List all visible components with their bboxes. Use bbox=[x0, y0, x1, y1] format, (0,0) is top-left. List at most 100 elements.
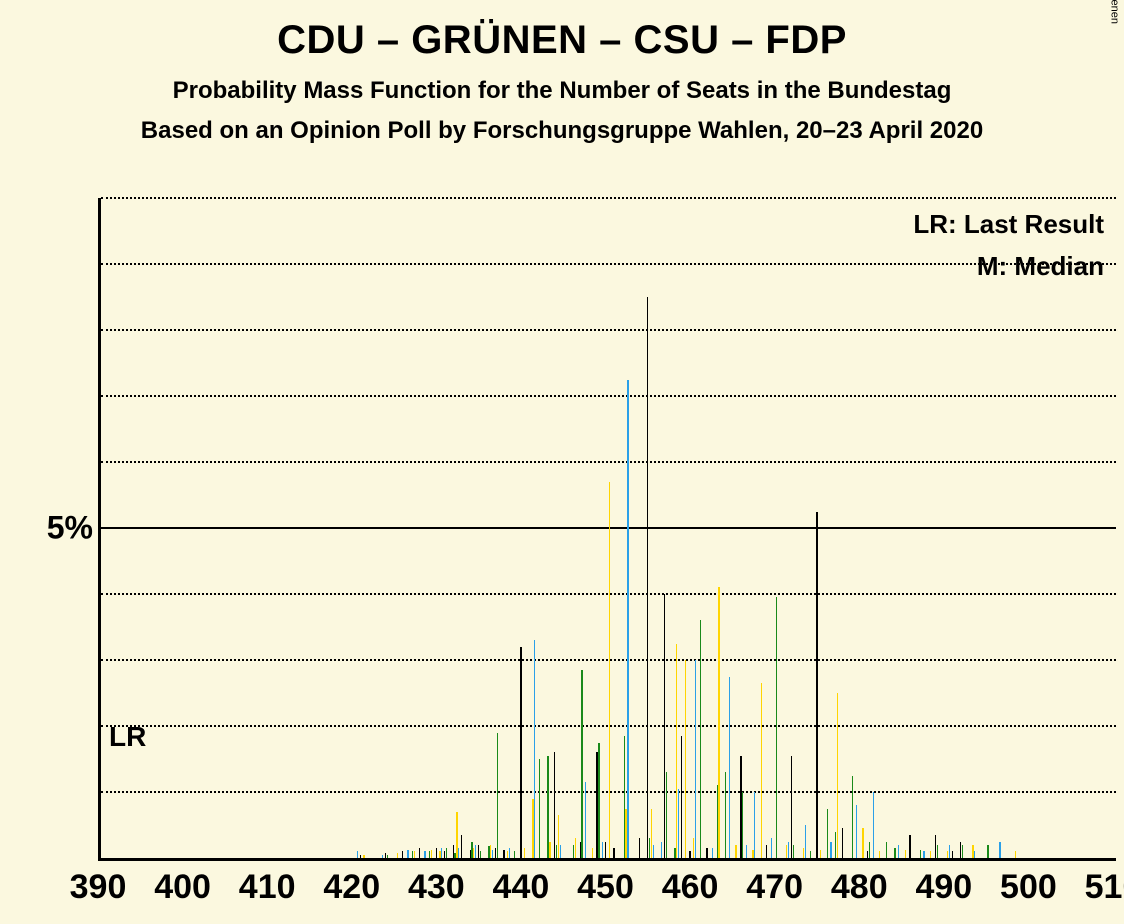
bar-black bbox=[842, 828, 843, 858]
bar-black bbox=[647, 297, 648, 858]
bar-green bbox=[852, 776, 853, 859]
bar-blue bbox=[923, 851, 924, 858]
bar-blue bbox=[560, 845, 561, 858]
bar-yellow bbox=[397, 853, 398, 858]
bar-green bbox=[581, 670, 582, 858]
bar-yellow bbox=[414, 851, 415, 858]
bar-black bbox=[520, 647, 521, 858]
chart-container: LR: Last Result M: Median LR 5% 390 400 41… bbox=[28, 198, 1118, 924]
bar-black bbox=[639, 838, 640, 858]
bar-yellow bbox=[1015, 851, 1016, 858]
bar-green bbox=[742, 792, 743, 858]
bar-green bbox=[810, 851, 811, 858]
x-axis-tick-label: 450 bbox=[577, 868, 634, 907]
bar-black bbox=[605, 842, 606, 859]
bar-green bbox=[514, 851, 515, 858]
bar-yellow bbox=[549, 842, 550, 859]
bar-green bbox=[827, 809, 828, 859]
bar-blue bbox=[746, 845, 747, 858]
bar-black bbox=[766, 845, 767, 858]
bar-blue bbox=[534, 640, 535, 858]
bar-black bbox=[360, 855, 361, 858]
bar-yellow bbox=[718, 587, 719, 858]
bar-black bbox=[706, 848, 707, 858]
bar-yellow bbox=[837, 693, 838, 858]
bar-black bbox=[952, 851, 953, 858]
bars-layer bbox=[101, 198, 1116, 858]
bar-blue bbox=[627, 380, 628, 859]
bar-blue bbox=[492, 850, 493, 858]
bar-yellow bbox=[524, 848, 525, 858]
bar-blue bbox=[898, 845, 899, 858]
bar-blue bbox=[805, 825, 806, 858]
bar-yellow bbox=[685, 660, 686, 858]
bar-black bbox=[402, 851, 403, 858]
bar-blue bbox=[771, 838, 772, 858]
bar-green bbox=[497, 733, 498, 858]
x-axis-tick-label: 490 bbox=[915, 868, 972, 907]
x-axis-tick-label: 430 bbox=[408, 868, 465, 907]
bar-green bbox=[920, 850, 921, 858]
bar-green bbox=[480, 851, 481, 858]
bar-black bbox=[503, 850, 504, 858]
bar-black bbox=[791, 756, 792, 858]
bar-green bbox=[387, 855, 388, 858]
bar-blue bbox=[424, 851, 425, 858]
bar-blue bbox=[458, 848, 459, 858]
bar-yellow bbox=[431, 850, 432, 858]
bar-blue bbox=[712, 848, 713, 858]
bar-yellow bbox=[735, 845, 736, 858]
bar-blue bbox=[949, 845, 950, 858]
bar-yellow bbox=[575, 838, 576, 858]
bar-blue bbox=[678, 789, 679, 858]
bar-blue bbox=[754, 792, 755, 858]
bar-black bbox=[419, 848, 420, 858]
bar-green bbox=[539, 759, 540, 858]
bar-yellow bbox=[761, 683, 762, 858]
bar-green bbox=[987, 845, 988, 858]
bar-yellow bbox=[363, 855, 364, 858]
bar-blue bbox=[999, 842, 1000, 859]
bar-green bbox=[962, 845, 963, 858]
x-axis-tick-label: 400 bbox=[154, 868, 211, 907]
x-axis-tick-label: 510 bbox=[1085, 868, 1124, 907]
x-axis-tick-label: 500 bbox=[1000, 868, 1057, 907]
bar-blue bbox=[357, 851, 358, 858]
x-axis-tick-label: 460 bbox=[662, 868, 719, 907]
copyright-text: © 2021 Filip van Laenen bbox=[1108, 0, 1120, 24]
x-axis-tick-label: 480 bbox=[831, 868, 888, 907]
bar-yellow bbox=[592, 848, 593, 858]
bar-yellow bbox=[879, 851, 880, 858]
bar-blue bbox=[974, 851, 975, 858]
bar-green bbox=[700, 620, 701, 858]
bar-green bbox=[894, 848, 895, 858]
chart-title: CDU – GRÜNEN – CSU – FDP bbox=[0, 18, 1124, 63]
bar-blue bbox=[602, 842, 603, 859]
bar-blue bbox=[873, 792, 874, 858]
x-axis-tick-label: 410 bbox=[239, 868, 296, 907]
plot-area: LR: Last Result M: Median LR bbox=[98, 198, 1116, 861]
x-axis-tick-label: 390 bbox=[70, 868, 127, 907]
lr-axis-label: LR bbox=[109, 721, 146, 753]
chart-subtitle-2: Based on an Opinion Poll by Forschungsgr… bbox=[0, 117, 1124, 145]
chart-subtitle-1: Probability Mass Function for the Number… bbox=[0, 77, 1124, 105]
x-axis-labels: 390400410420430440450460470480490500510 bbox=[98, 868, 1113, 916]
bar-green bbox=[869, 842, 870, 859]
bar-black bbox=[554, 752, 555, 858]
bar-yellow bbox=[609, 482, 610, 858]
y-axis-label-5pct: 5% bbox=[47, 510, 93, 547]
bar-green bbox=[886, 842, 887, 859]
bar-black bbox=[689, 851, 690, 858]
x-axis-tick-label: 470 bbox=[746, 868, 803, 907]
bar-blue bbox=[661, 842, 662, 859]
bar-blue bbox=[382, 855, 383, 858]
bar-blue bbox=[695, 660, 696, 858]
x-axis-tick-label: 440 bbox=[493, 868, 550, 907]
bar-blue bbox=[729, 677, 730, 859]
bar-blue bbox=[475, 845, 476, 858]
bar-green bbox=[446, 848, 447, 858]
bar-black bbox=[816, 512, 817, 859]
bar-blue bbox=[407, 850, 408, 858]
bar-black bbox=[909, 835, 910, 858]
bar-green bbox=[937, 845, 938, 858]
